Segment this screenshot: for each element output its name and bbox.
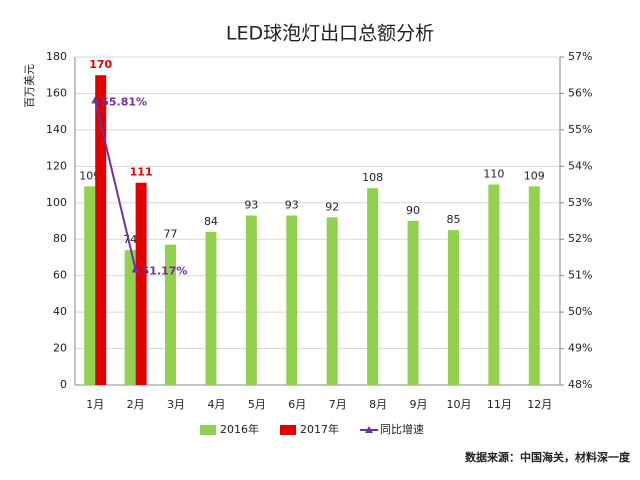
x-tick-label: 7月 [329,398,347,411]
y-tick-label: 80 [53,232,67,245]
data-label: 74 [123,233,137,246]
line [94,100,137,270]
data-label: 109 [524,169,545,182]
data-label: 84 [204,215,218,228]
data-label: 55.81% [101,95,147,108]
y2-tick-label: 56% [568,86,592,99]
bar [326,217,338,385]
y-tick-label: 120 [46,159,67,172]
line-marker [131,265,140,273]
data-label: 111 [130,166,153,179]
data-label: 51.17% [142,264,188,277]
bar [165,244,177,385]
y-tick-label: 0 [60,378,67,391]
data-label: 109 [79,169,100,182]
bar [528,186,540,385]
data-label: 170 [89,58,112,71]
data-label: 85 [446,213,460,226]
legend-swatch [365,426,373,433]
legend-label: 同比增速 [380,422,424,436]
y2-tick-label: 50% [568,305,592,318]
y-tick-label: 160 [46,86,67,99]
y2-tick-label: 51% [568,269,592,282]
x-tick-label: 11月 [487,398,512,411]
line-marker [91,96,100,104]
bar [488,184,500,385]
x-tick-label: 6月 [288,398,306,411]
y-tick-label: 100 [46,196,67,209]
bar [95,75,107,385]
x-tick-label: 12月 [527,398,552,411]
y-tick-label: 40 [53,305,67,318]
y2-tick-label: 48% [568,378,592,391]
x-tick-label: 5月 [248,398,266,411]
data-label: 108 [362,171,383,184]
x-tick-label: 3月 [167,398,185,411]
data-label: 110 [483,168,504,181]
chart-title: LED球泡灯出口总额分析 [226,23,434,45]
x-tick-label: 2月 [127,398,145,411]
source: 数据来源：中国海关，材料深一度 [465,450,631,464]
y-axis-label: 百万美元 [23,64,36,108]
x-tick-label: 4月 [207,398,225,411]
y2-tick-label: 55% [568,123,592,136]
data-label: 90 [406,204,420,217]
bar [447,230,459,385]
y-tick-label: 60 [53,269,67,282]
bar [205,231,217,385]
bar [124,250,136,385]
y-tick-label: 140 [46,123,67,136]
data-label: 93 [285,199,299,212]
legend-label: 2016年 [220,422,259,436]
data-label: 93 [244,199,258,212]
y-tick-label: 20 [53,342,67,355]
bar [286,215,298,385]
data-label: 77 [164,228,178,241]
x-tick-label: 10月 [446,398,471,411]
bar [367,188,379,385]
legend-swatch [280,425,296,435]
bar [84,186,96,385]
y2-tick-label: 52% [568,232,592,245]
x-tick-label: 8月 [369,398,387,411]
y2-tick-label: 49% [568,342,592,355]
x-tick-label: 9月 [410,398,428,411]
legend-label: 2017年 [300,422,339,436]
x-tick-label: 1月 [86,398,104,411]
bar [245,215,257,385]
y-tick-label: 180 [46,50,67,63]
data-label: 92 [325,200,339,213]
bar [135,182,147,385]
legend-swatch [200,425,216,435]
y2-tick-label: 54% [568,159,592,172]
bar [407,221,419,385]
y2-tick-label: 53% [568,196,592,209]
y2-tick-label: 57% [568,50,592,63]
